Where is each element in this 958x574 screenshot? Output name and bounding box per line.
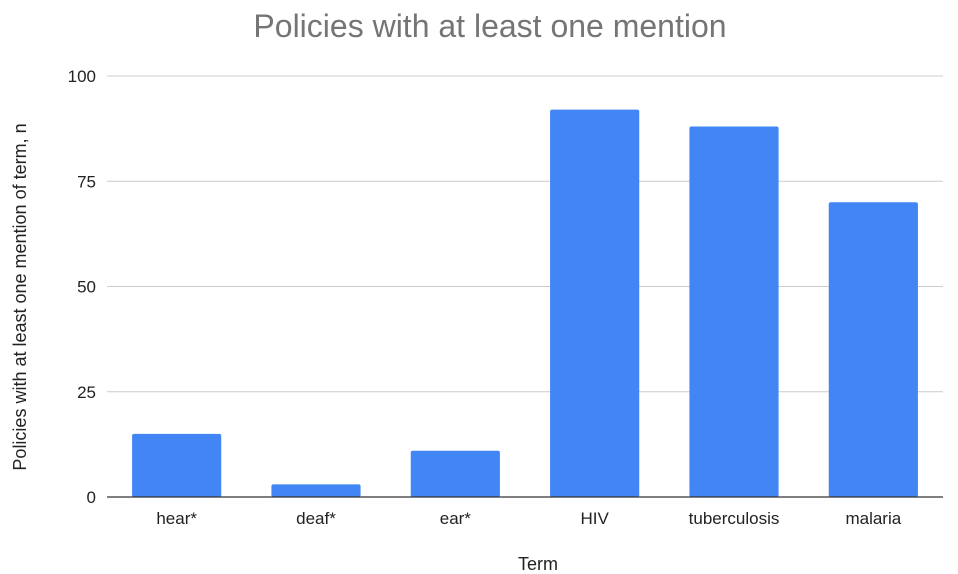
bar-deaf: [271, 484, 361, 497]
x-axis-title: Term: [518, 554, 558, 574]
x-tick-label: hear*: [156, 509, 197, 528]
x-tick-label: ear*: [440, 509, 472, 528]
bar-tuberculosis: [689, 126, 779, 498]
x-tick-labels: hear* deaf* ear* HIV tuberculosis malaria: [156, 509, 901, 528]
x-tick-label: HIV: [580, 509, 609, 528]
bars: [132, 109, 918, 498]
y-tick-label: 25: [77, 383, 96, 402]
bar-malaria: [828, 202, 918, 498]
y-tick-labels: 0 25 50 75 100: [68, 67, 96, 507]
y-tick-label: 0: [87, 488, 96, 507]
y-tick-label: 75: [77, 172, 96, 191]
x-tick-label: malaria: [845, 509, 901, 528]
gridlines: [107, 75, 943, 393]
bar-ear: [410, 450, 500, 497]
y-tick-label: 100: [68, 67, 96, 86]
chart-title: Policies with at least one mention: [253, 8, 726, 44]
bar-hiv: [550, 109, 640, 498]
bar-hear: [132, 433, 222, 497]
x-tick-label: deaf*: [296, 509, 336, 528]
y-tick-label: 50: [77, 278, 96, 297]
x-tick-label: tuberculosis: [689, 509, 780, 528]
y-axis-title: Policies with at least one mention of te…: [10, 123, 30, 470]
